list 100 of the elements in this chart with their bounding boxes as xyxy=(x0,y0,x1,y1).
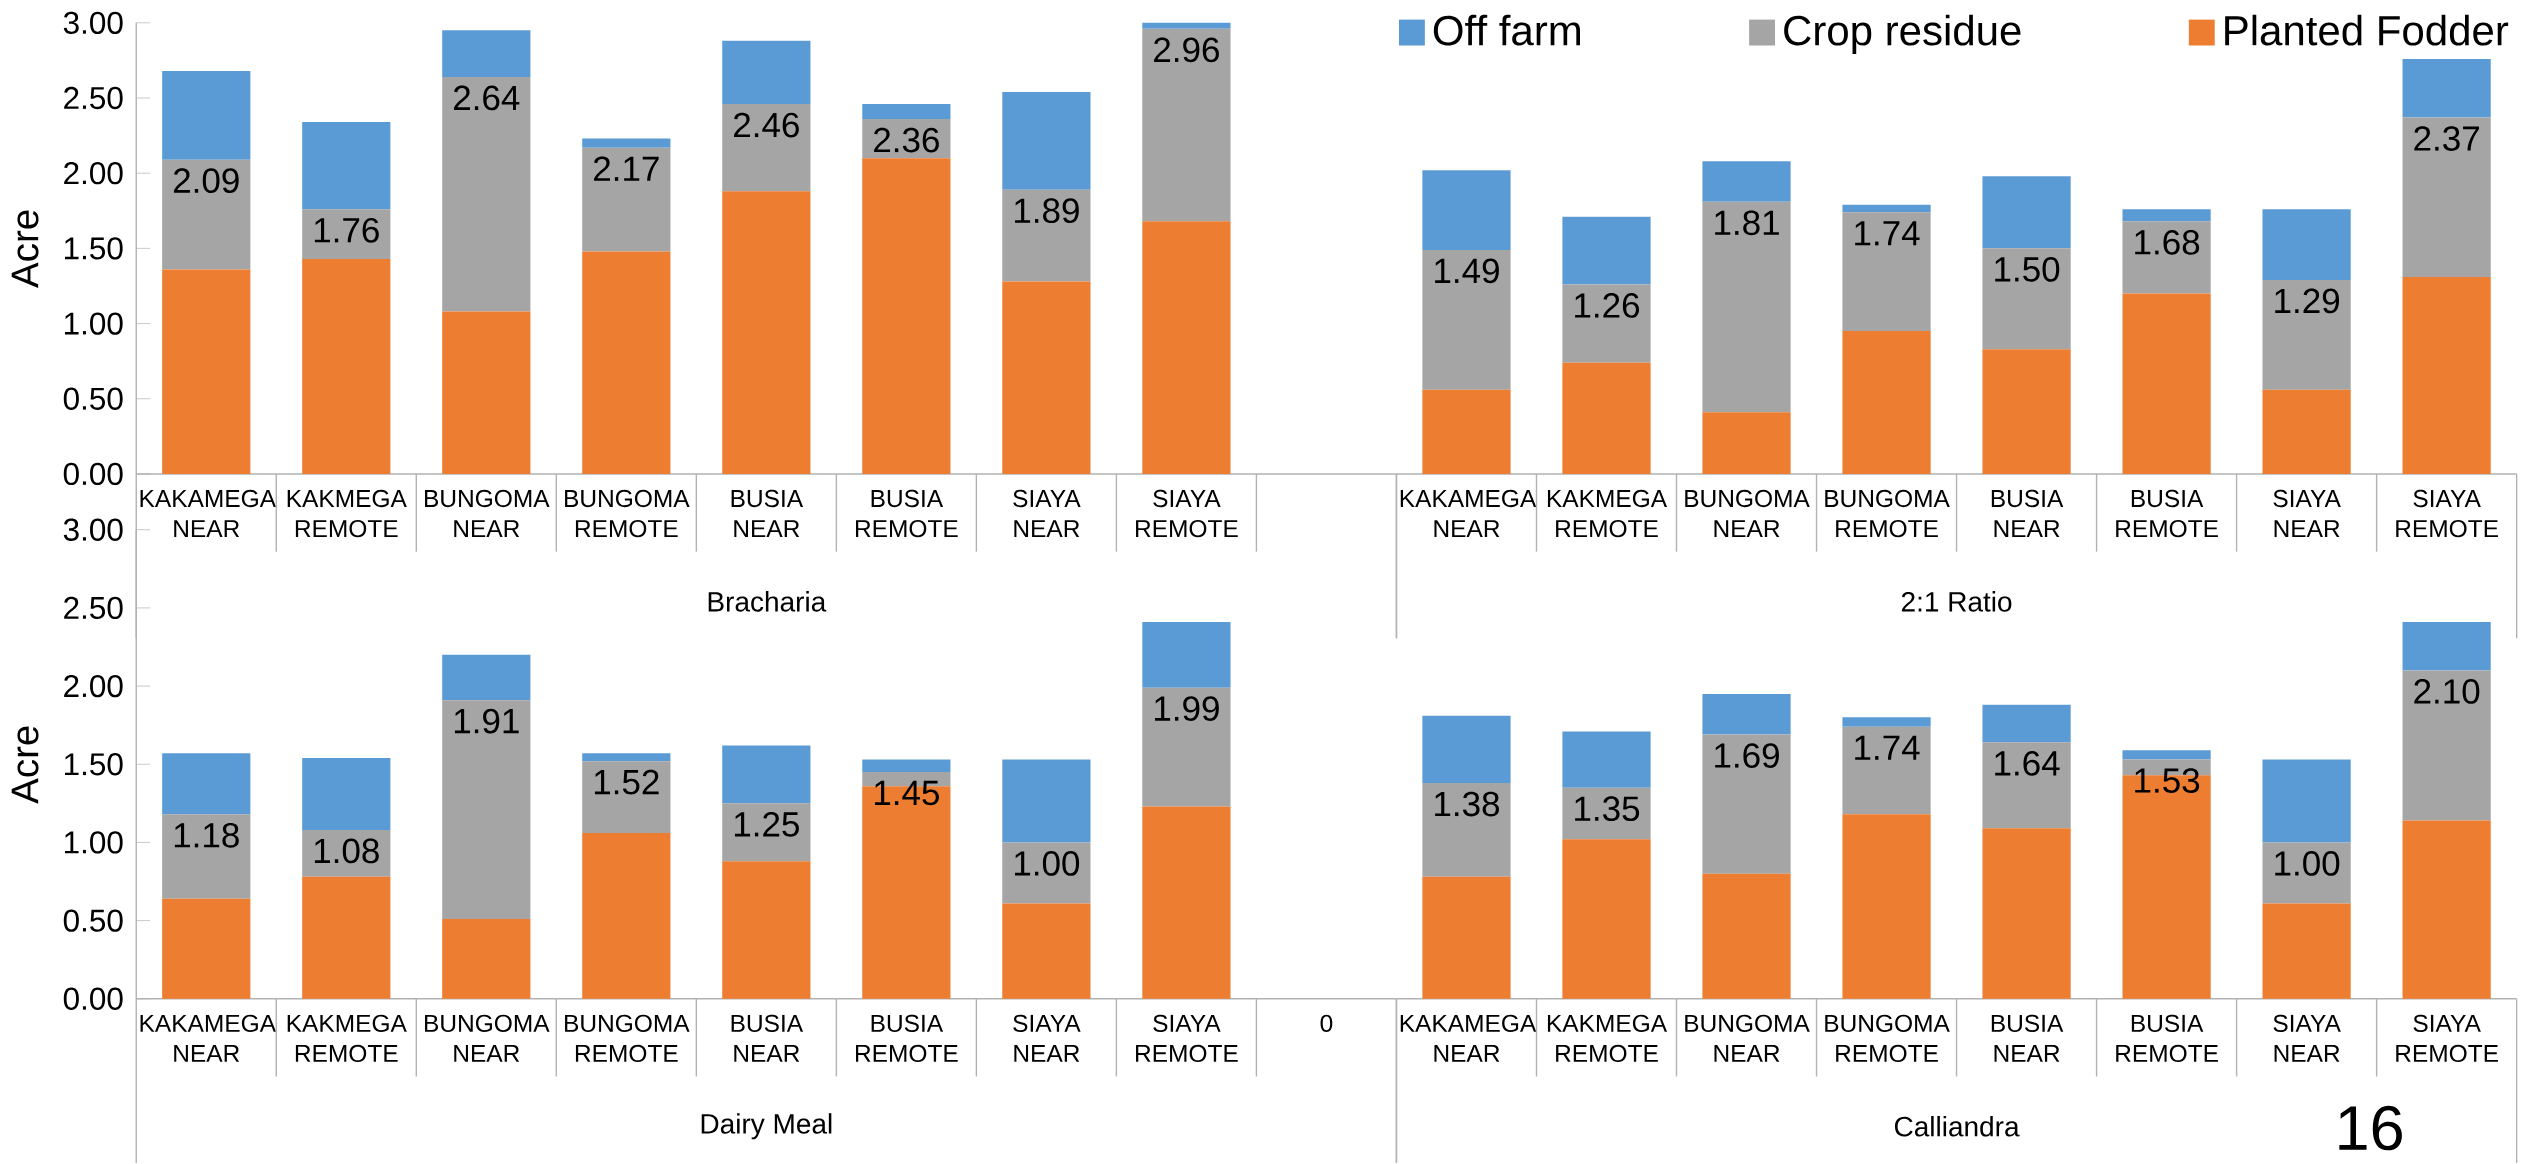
bar xyxy=(1142,22,1231,29)
y-tick-label: 1.00 xyxy=(64,312,123,335)
x-axis-title: Calliandra xyxy=(1894,1116,2020,1137)
bar xyxy=(722,104,811,192)
bar xyxy=(722,40,811,105)
bar xyxy=(302,209,391,259)
bar xyxy=(1842,814,1931,999)
bar xyxy=(722,803,811,862)
annotation: 2.37 xyxy=(2414,126,2479,152)
bar xyxy=(862,158,951,475)
bar xyxy=(162,814,251,899)
y-tick-label: 0.00 xyxy=(63,987,123,1011)
annotation: 1.35 xyxy=(1575,796,1640,822)
bar xyxy=(2262,759,2351,843)
bar xyxy=(582,138,671,148)
x-tick-label: BUSIA REMOTE xyxy=(855,1014,958,1063)
x-tick-label: SIAYA REMOTE xyxy=(2396,1014,2498,1063)
y-tick-label: 2.00 xyxy=(64,162,123,185)
bar xyxy=(722,745,811,804)
bar xyxy=(2402,277,2491,475)
annotation: 1.52 xyxy=(594,769,659,795)
bar xyxy=(1142,622,1231,688)
bar xyxy=(862,759,951,773)
bar xyxy=(1982,704,2071,743)
y-axis-title: Acre xyxy=(11,210,39,288)
legend-label: Planted Fodder xyxy=(2225,14,2509,46)
bar xyxy=(2402,670,2491,821)
bar xyxy=(442,311,531,475)
bar xyxy=(582,147,671,252)
bar xyxy=(1002,759,1091,843)
y-tick-label: 2.00 xyxy=(64,675,123,698)
bar xyxy=(1842,726,1931,815)
bar xyxy=(442,919,531,999)
bar xyxy=(1982,176,2071,249)
bar xyxy=(1002,842,1091,904)
bar xyxy=(2122,221,2211,294)
y-tick-label: 2.50 xyxy=(64,596,123,620)
x-tick-label: SIAYA NEAR xyxy=(2273,489,2341,538)
bar xyxy=(2262,842,2351,904)
x-tick-label: SIAYA NEAR xyxy=(2273,1014,2341,1062)
bar xyxy=(2402,117,2491,278)
bar xyxy=(1842,212,1931,332)
x-tick-label: KAKAMEGA NEAR xyxy=(1400,1014,1537,1062)
x-tick-label: SIAYA REMOTE xyxy=(2396,489,2498,538)
y-axis-title: Acre xyxy=(11,726,39,804)
bar xyxy=(2402,59,2491,118)
annotation: 1.74 xyxy=(1855,221,1920,246)
x-axis-title: Bracharia xyxy=(708,591,827,612)
bar xyxy=(1422,715,1511,784)
legend-label: Crop residue xyxy=(1784,14,2021,54)
bar xyxy=(1842,717,1931,727)
bar xyxy=(1562,731,1651,788)
bar xyxy=(1422,249,1511,390)
annotation: 2.36 xyxy=(874,127,939,153)
bar xyxy=(2402,820,2491,999)
bar xyxy=(302,122,391,210)
x-tick-label: BUNGOMA NEAR xyxy=(425,489,550,538)
annotation: 2.64 xyxy=(453,85,520,111)
annotation: 1.26 xyxy=(1575,293,1640,318)
bar xyxy=(1142,28,1231,222)
x-tick-label: SIAYA NEAR xyxy=(1013,1014,1081,1062)
x-tick-label: BUNGOMA REMOTE xyxy=(1825,489,1950,538)
y-tick-label: 1.00 xyxy=(64,831,123,854)
annotation: 1.50 xyxy=(1995,257,2060,282)
bar xyxy=(1702,201,1791,413)
bar xyxy=(1982,742,2071,829)
bar xyxy=(162,159,251,270)
annotation: 1.00 xyxy=(2275,851,2340,876)
annotation: 1.64 xyxy=(1995,751,2060,776)
bar xyxy=(442,30,531,78)
bar xyxy=(1422,170,1511,250)
x-tick-label: BUSIA REMOTE xyxy=(2116,489,2218,538)
y-tick-label: 1.50 xyxy=(64,237,123,260)
annotation: 1.38 xyxy=(1435,791,1500,817)
annotation: 1.49 xyxy=(1435,258,1499,284)
bar xyxy=(1142,221,1231,475)
bar xyxy=(1422,389,1511,475)
bar xyxy=(1702,694,1791,735)
bar xyxy=(162,898,251,999)
x-tick-label: SIAYA REMOTE xyxy=(1136,1014,1238,1063)
bar xyxy=(1702,873,1791,999)
annotation: 1.08 xyxy=(314,838,379,864)
x-tick-label: BUNGOMA NEAR xyxy=(1685,1014,1810,1062)
bar xyxy=(162,269,251,475)
bar xyxy=(442,654,531,701)
bar xyxy=(1702,412,1791,475)
annotation: 1.68 xyxy=(2135,230,2200,255)
x-tick-label: 0 xyxy=(1320,1014,1333,1033)
legend-label: Off farm xyxy=(1433,14,1581,46)
bar xyxy=(722,861,811,999)
x-tick-label: SIAYA REMOTE xyxy=(1136,489,1238,538)
annotation: 1.45 xyxy=(874,780,939,806)
bar xyxy=(582,251,671,475)
annotation: 2.10 xyxy=(2414,679,2480,704)
bar xyxy=(2262,209,2351,281)
bar xyxy=(1702,161,1791,202)
x-tick-label: KAKMEGA REMOTE xyxy=(287,489,407,538)
x-tick-label: BUNGOMA REMOTE xyxy=(565,1014,690,1063)
x-tick-label: BUNGOMA NEAR xyxy=(425,1014,550,1062)
bar xyxy=(2262,389,2351,475)
